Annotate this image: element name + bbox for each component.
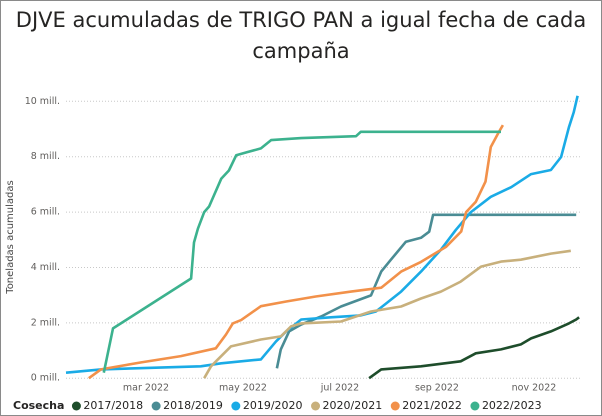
y-tick-label: 10 mill. [25, 96, 60, 107]
series-line [88, 124, 505, 380]
legend-marker [231, 401, 241, 411]
series-line [65, 95, 579, 374]
legend-marker [71, 401, 81, 411]
x-tick-label: may 2022 [219, 383, 267, 394]
legend-label: 2019/2020 [243, 399, 303, 412]
legend-label: 2020/2021 [323, 399, 383, 412]
y-tick-label: 4 mill. [31, 262, 60, 273]
y-tick-label: 8 mill. [31, 151, 60, 162]
y-tick-label: 6 mill. [31, 207, 60, 218]
legend-marker [311, 401, 321, 411]
x-tick-label: jul 2022 [320, 383, 360, 394]
legend-label: 2021/2022 [402, 399, 462, 412]
legend-marker [151, 401, 161, 411]
x-tick-label: sep 2022 [415, 383, 459, 394]
chart-title: DJVE acumuladas de TRIGO PAN a igual fec… [15, 8, 587, 63]
legend-marker [470, 401, 480, 411]
series-line [102, 130, 501, 373]
y-tick-label: 0 mill. [31, 373, 60, 384]
legend-label: 2022/2023 [482, 399, 542, 412]
y-axis-title: Toneladas acumuladas [5, 180, 16, 294]
legend-label: 2018/2019 [163, 399, 223, 412]
x-tick-label: nov 2022 [512, 383, 557, 394]
series-line [275, 213, 577, 369]
legend-label: 2017/2018 [83, 399, 143, 412]
legend-title: Cosecha [13, 399, 64, 412]
series-line [203, 249, 571, 379]
legend-marker [390, 401, 400, 411]
x-tick-label: mar 2022 [123, 383, 169, 394]
series-line [368, 316, 580, 380]
y-tick-label: 2 mill. [31, 317, 60, 328]
